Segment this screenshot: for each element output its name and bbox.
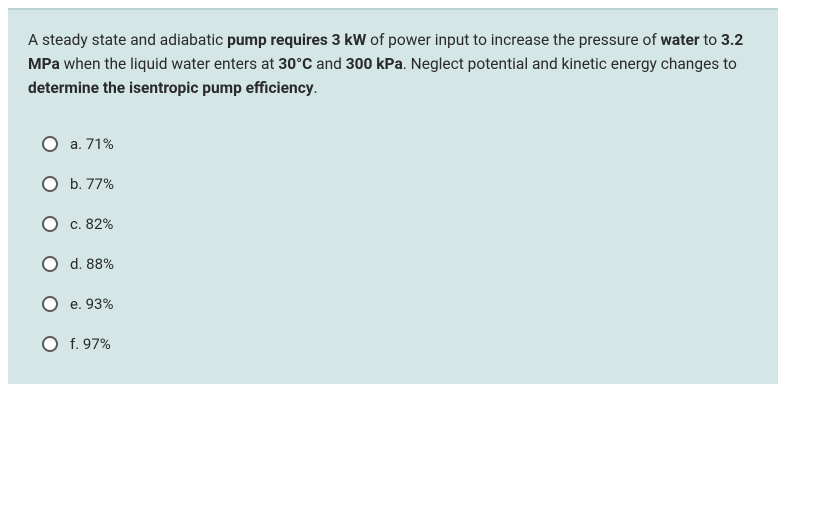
radio-button-c[interactable] xyxy=(42,216,58,232)
question-bold-segment: pump requires 3 kW xyxy=(227,31,366,49)
option-label-e: e. 93% xyxy=(70,295,113,313)
radio-button-f[interactable] xyxy=(42,336,58,352)
option-row-d[interactable]: d. 88% xyxy=(28,244,758,284)
option-row-e[interactable]: e. 93% xyxy=(28,284,758,324)
radio-button-b[interactable] xyxy=(42,176,58,192)
option-label-b: b. 77% xyxy=(70,175,114,193)
option-label-a: a. 71% xyxy=(70,135,114,153)
option-row-a[interactable]: a. 71% xyxy=(28,124,758,164)
question-card: A steady state and adiabatic pump requir… xyxy=(8,8,778,384)
option-label-d: d. 88% xyxy=(70,255,114,273)
option-label-f: f. 97% xyxy=(70,335,111,353)
option-label-c: c. 82% xyxy=(70,215,113,233)
option-row-b[interactable]: b. 77% xyxy=(28,164,758,204)
option-row-c[interactable]: c. 82% xyxy=(28,204,758,244)
question-bold-segment: 300 kPa xyxy=(346,55,403,73)
question-bold-segment: determine the isentropic pump efficiency xyxy=(28,79,314,97)
question-bold-segment: 30°C xyxy=(278,55,312,73)
radio-button-d[interactable] xyxy=(42,256,58,272)
options-list: a. 71% b. 77% c. 82% d. 88% e. 93% f. 97% xyxy=(28,124,758,364)
question-text: A steady state and adiabatic pump requir… xyxy=(28,28,758,100)
option-row-f[interactable]: f. 97% xyxy=(28,324,758,364)
question-bold-segment: water xyxy=(661,31,700,49)
radio-button-e[interactable] xyxy=(42,296,58,312)
radio-button-a[interactable] xyxy=(42,136,58,152)
